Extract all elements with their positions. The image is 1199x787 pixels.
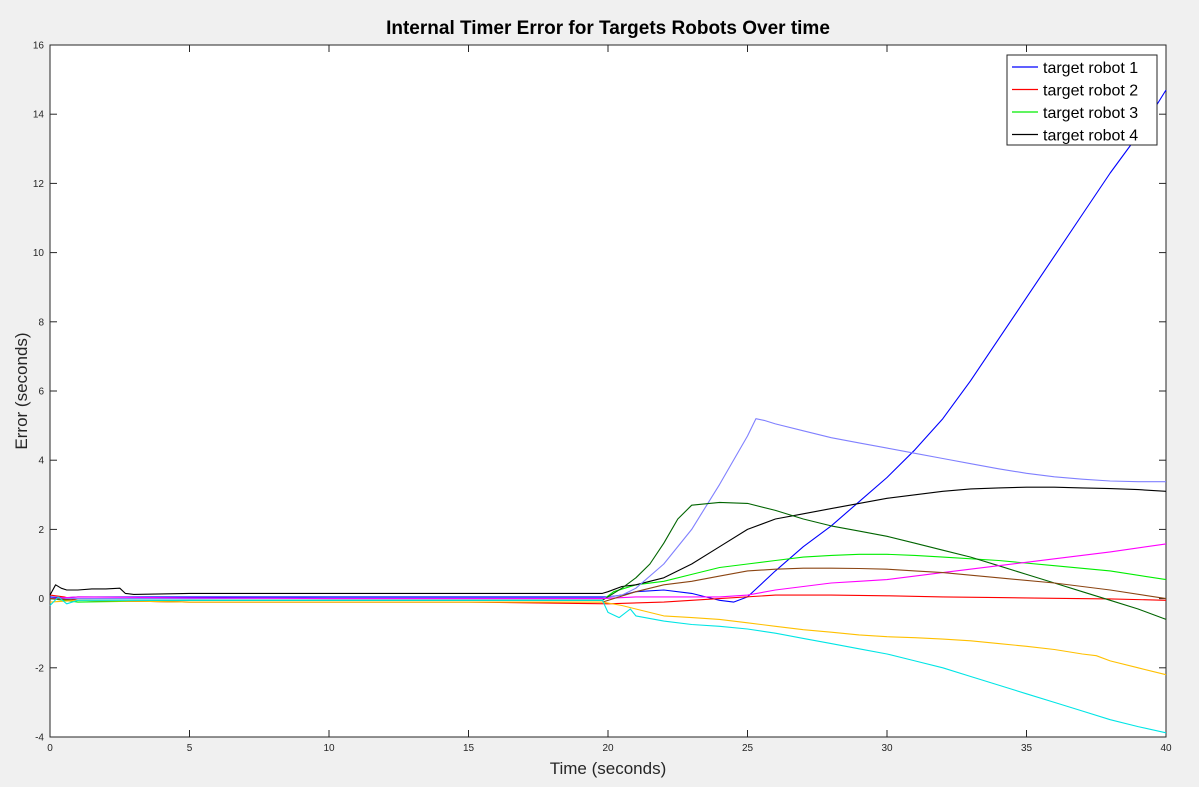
legend-label: target robot 2 (1043, 83, 1138, 100)
x-tick-label: 40 (1160, 743, 1172, 754)
x-tick-label: 35 (1021, 743, 1033, 754)
y-axis-label: Error (seconds) (12, 332, 31, 449)
x-tick-label: 5 (187, 743, 193, 754)
y-tick-label: -4 (35, 733, 44, 744)
y-tick-label: -2 (35, 663, 44, 674)
series-line-10 (49, 596, 1167, 734)
y-tick-label: 8 (38, 317, 44, 328)
series-line-1 (49, 89, 1167, 603)
series-line-9 (49, 599, 1167, 676)
series-layer (49, 89, 1167, 734)
x-tick-label: 15 (463, 743, 475, 754)
legend-label: target robot 3 (1043, 105, 1138, 122)
legend-label: target robot 4 (1043, 128, 1138, 145)
x-tick-label: 10 (323, 743, 335, 754)
x-tick-label: 0 (47, 743, 53, 754)
x-axis: 0 5 10 15 20 25 30 35 40 (47, 45, 1172, 754)
y-axis: -4 -2 0 2 4 6 8 10 12 14 16 (33, 41, 1166, 744)
series-line-5 (50, 418, 1166, 600)
x-tick-label: 20 (602, 743, 614, 754)
y-tick-label: 10 (33, 248, 45, 259)
y-tick-label: 16 (33, 41, 45, 52)
chart-title: Internal Timer Error for Targets Robots … (386, 18, 830, 39)
x-tick-label: 25 (742, 743, 754, 754)
series-line-4 (49, 486, 1167, 596)
y-tick-label: 14 (33, 110, 45, 121)
series-line-7 (49, 543, 1167, 600)
legend: target robot 1 target robot 2 target robot… (1006, 54, 1158, 146)
x-tick-label: 30 (881, 743, 893, 754)
y-tick-label: 0 (38, 594, 44, 605)
plot-area (49, 44, 1167, 738)
legend-label: target robot 1 (1043, 60, 1138, 77)
y-tick-label: 4 (38, 456, 44, 467)
y-tick-label: 12 (33, 179, 45, 190)
y-tick-label: 6 (38, 387, 44, 398)
legend-box (1006, 54, 1158, 146)
x-axis-label: Time (seconds) (550, 759, 667, 778)
y-tick-label: 2 (38, 525, 44, 536)
